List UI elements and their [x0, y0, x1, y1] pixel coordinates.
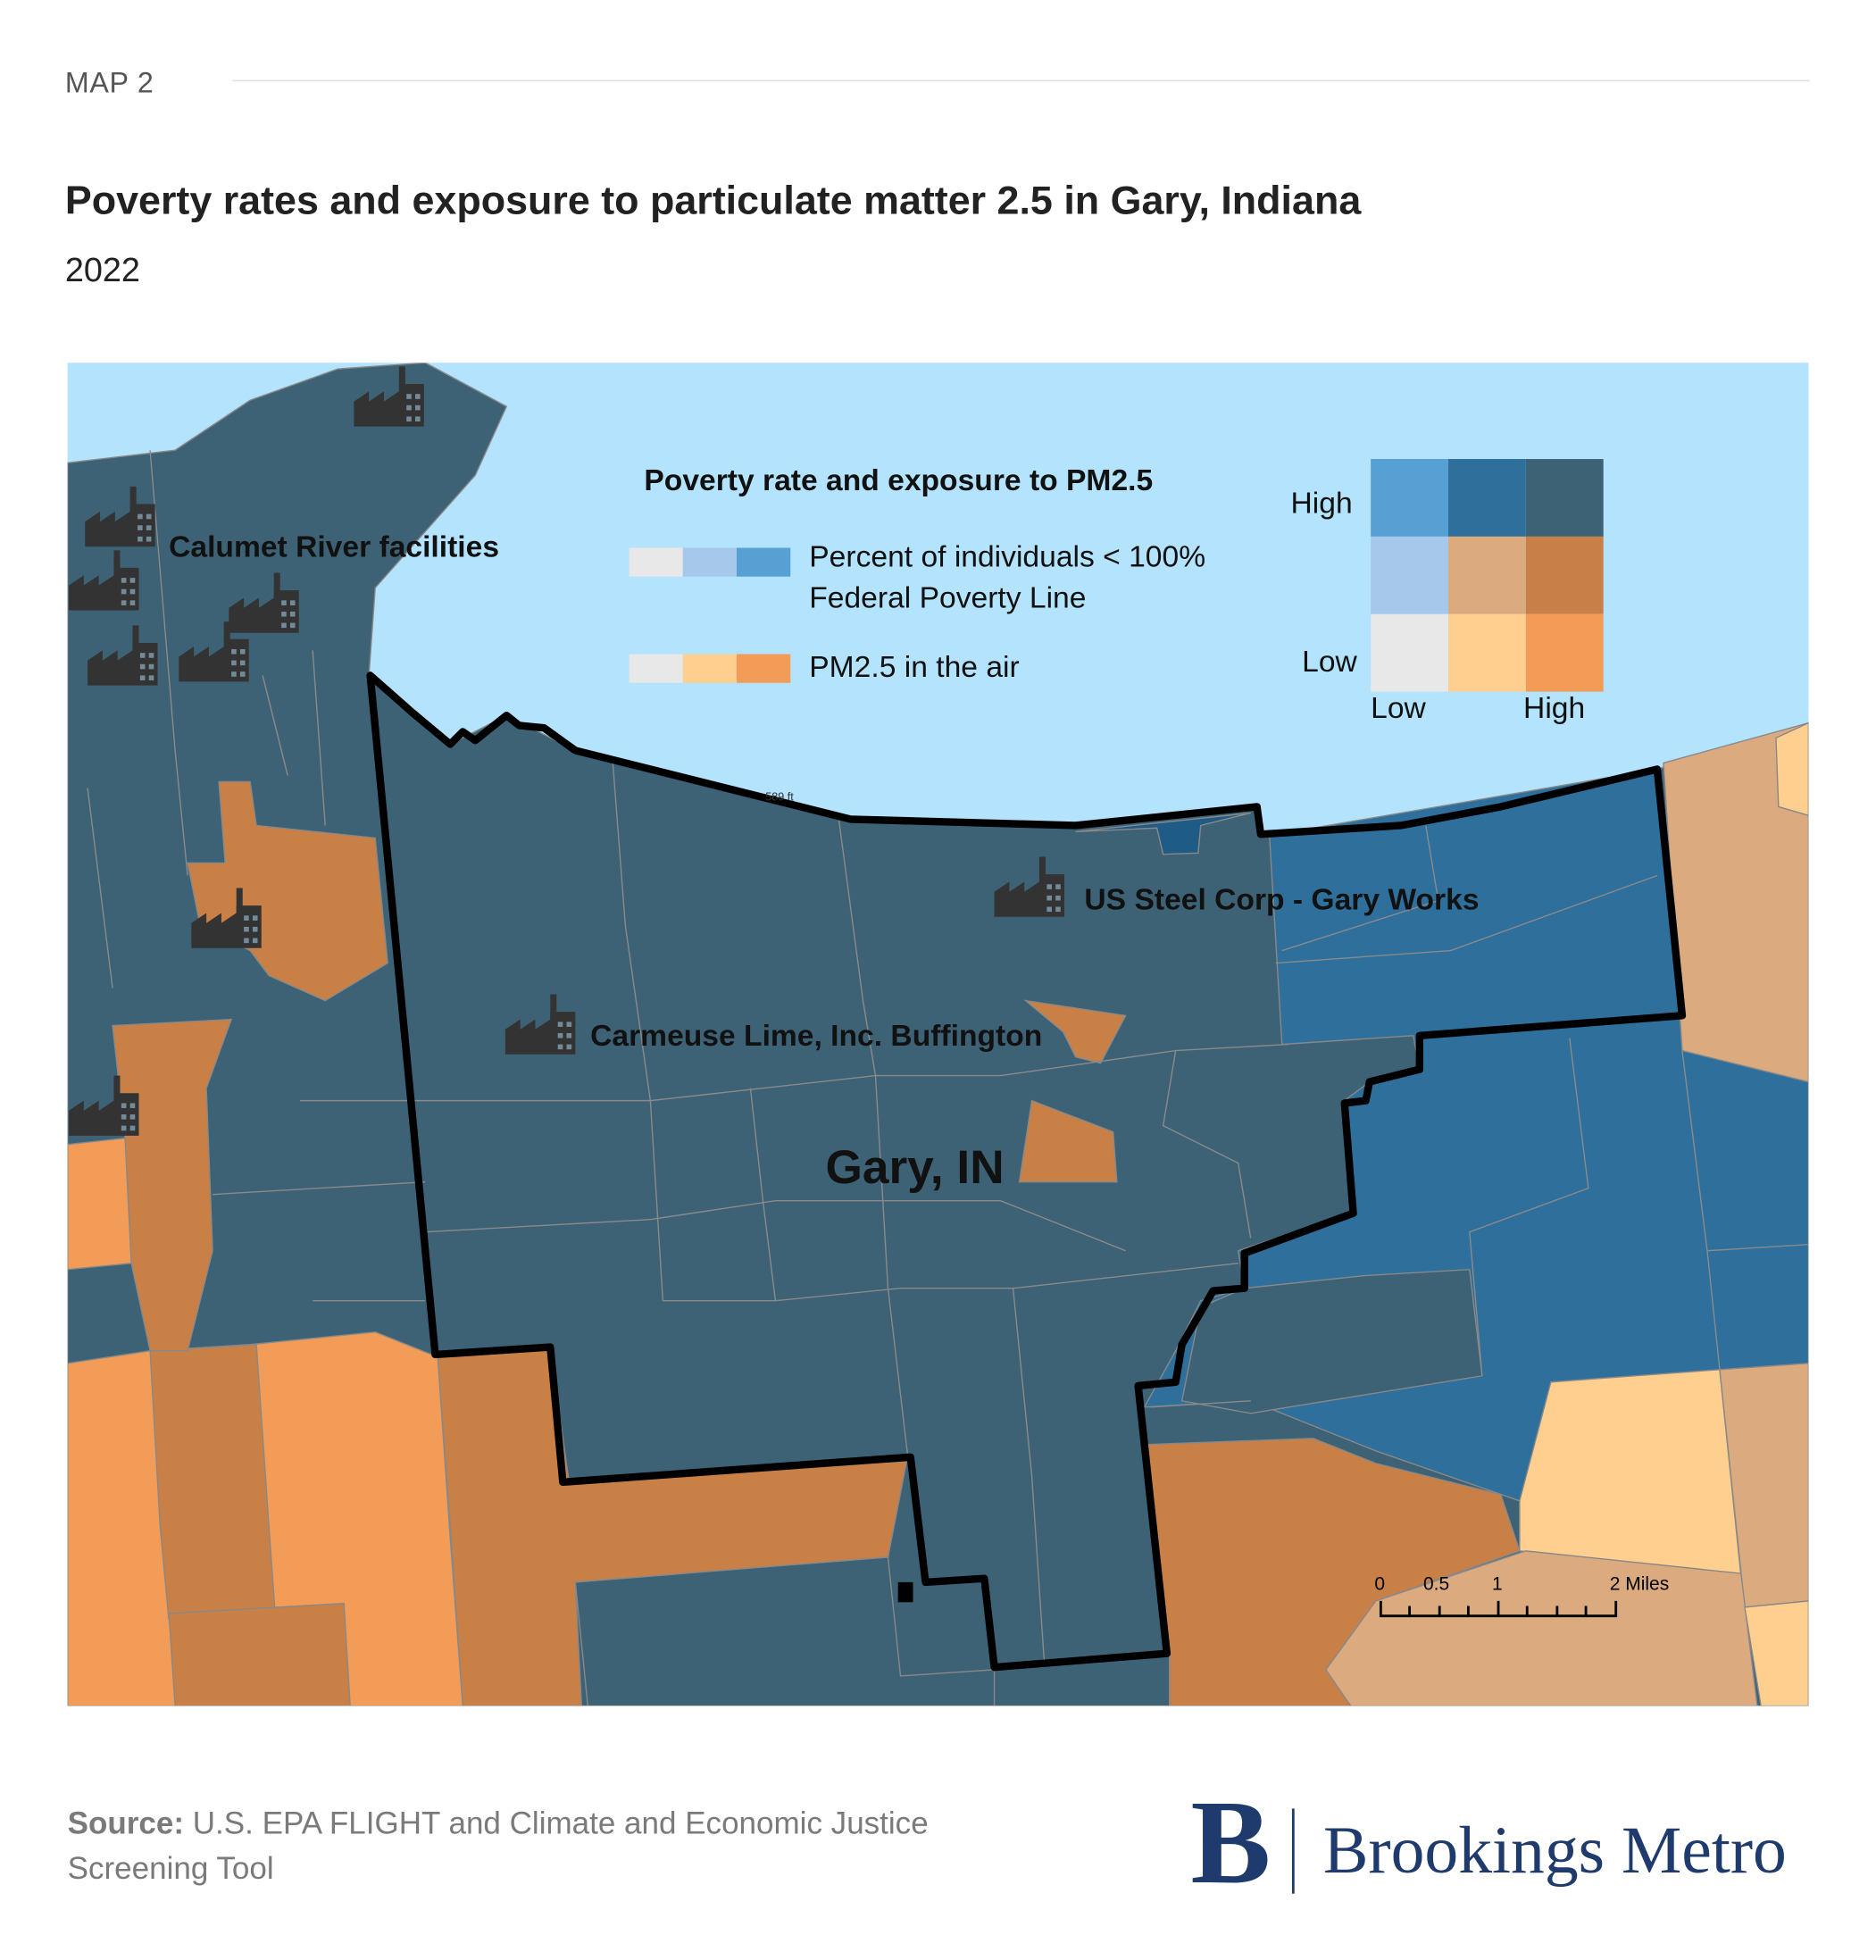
legend-x-high: High: [1523, 691, 1586, 726]
scale-bar: [1379, 1600, 1618, 1618]
logo-divider: [1291, 1808, 1295, 1894]
poverty-swatch-high: [737, 547, 791, 577]
tract-sw-darkorange-3: [168, 1602, 351, 1706]
pm-swatch-low: [629, 654, 683, 683]
tract-gary-orange-2: [1018, 1099, 1118, 1183]
poverty-ramp: [629, 547, 791, 577]
bivariate-cell: [1371, 536, 1449, 614]
tract-sw-darkorange-2: [149, 1344, 276, 1621]
legend-title: Poverty rate and exposure to PM2.5: [644, 463, 1154, 498]
tract-gary-darkblue: [1075, 812, 1251, 855]
poverty-label-line1: Percent of individuals < 100%: [809, 540, 1206, 574]
bivariate-cell: [1371, 459, 1449, 537]
pm-ramp: [629, 654, 791, 683]
map-title: Poverty rates and exposure to particulat…: [64, 177, 1362, 223]
poverty-label-line2: Federal Poverty Line: [809, 581, 1087, 616]
elevation-label: 589 ft: [765, 790, 794, 803]
bivariate-cell: [1448, 613, 1526, 692]
legend-y-high: High: [1290, 486, 1353, 521]
tract-gary-orange-1: [1023, 999, 1127, 1064]
facility-label-carmeuse: Carmeuse Lime, Inc. Buffington: [590, 1019, 1043, 1054]
tract-se-peach-2: [1744, 1600, 1809, 1706]
scale-tick-1: 1: [1492, 1573, 1503, 1594]
source-text: U.S. EPA FLIGHT and Climate and Economic…: [67, 1806, 929, 1887]
source-note: Source: U.S. EPA FLIGHT and Climate and …: [68, 1801, 1069, 1891]
map-subtitle-year: 2022: [64, 251, 140, 289]
brookings-logo-mark: B: [1190, 1774, 1272, 1909]
pm-swatch-high: [737, 654, 791, 683]
bivariate-cell: [1525, 613, 1604, 692]
pm-swatch-mid: [682, 654, 738, 683]
boundary-fragment: [897, 1581, 913, 1603]
facility-label-us-steel: US Steel Corp - Gary Works: [1084, 882, 1480, 917]
poverty-swatch-mid: [682, 547, 738, 577]
facility-label-calumet: Calumet River facilities: [169, 530, 500, 564]
bivariate-cell: [1448, 459, 1526, 537]
legend-y-low: Low: [1302, 645, 1357, 680]
bivariate-cell: [1525, 536, 1604, 614]
bivariate-cell: [1371, 613, 1449, 692]
tract-w-orange: [67, 1137, 132, 1271]
map-number: MAP 2: [64, 66, 154, 99]
header-divider: [232, 79, 1810, 82]
city-label: Gary, IN: [825, 1141, 1005, 1195]
scale-tick-2-miles: 2 Miles: [1610, 1573, 1670, 1594]
poverty-swatch-low: [629, 547, 683, 577]
tract-s-darkorange: [1143, 1438, 1521, 1706]
brookings-logo-text: Brookings Metro: [1322, 1812, 1787, 1888]
tract-ne-peach: [1775, 721, 1809, 816]
tract-boundaries: [87, 450, 1809, 1664]
bivariate-cell: [1448, 536, 1526, 614]
gary-city-boundary: [366, 671, 1687, 1672]
scale-tick-0: 0: [1374, 1573, 1385, 1594]
bivariate-grid: [1371, 459, 1604, 692]
legend-x-low: Low: [1371, 691, 1426, 726]
tract-calumet-darkorange: [187, 780, 388, 1002]
source-label: Source:: [67, 1806, 185, 1841]
pm-label: PM2.5 in the air: [809, 650, 1020, 685]
bivariate-cell: [1525, 459, 1604, 537]
scale-tick-0-5: 0.5: [1423, 1573, 1449, 1594]
tract-se-tan: [1719, 1363, 1809, 1608]
tract-se-peach: [1519, 1369, 1742, 1577]
